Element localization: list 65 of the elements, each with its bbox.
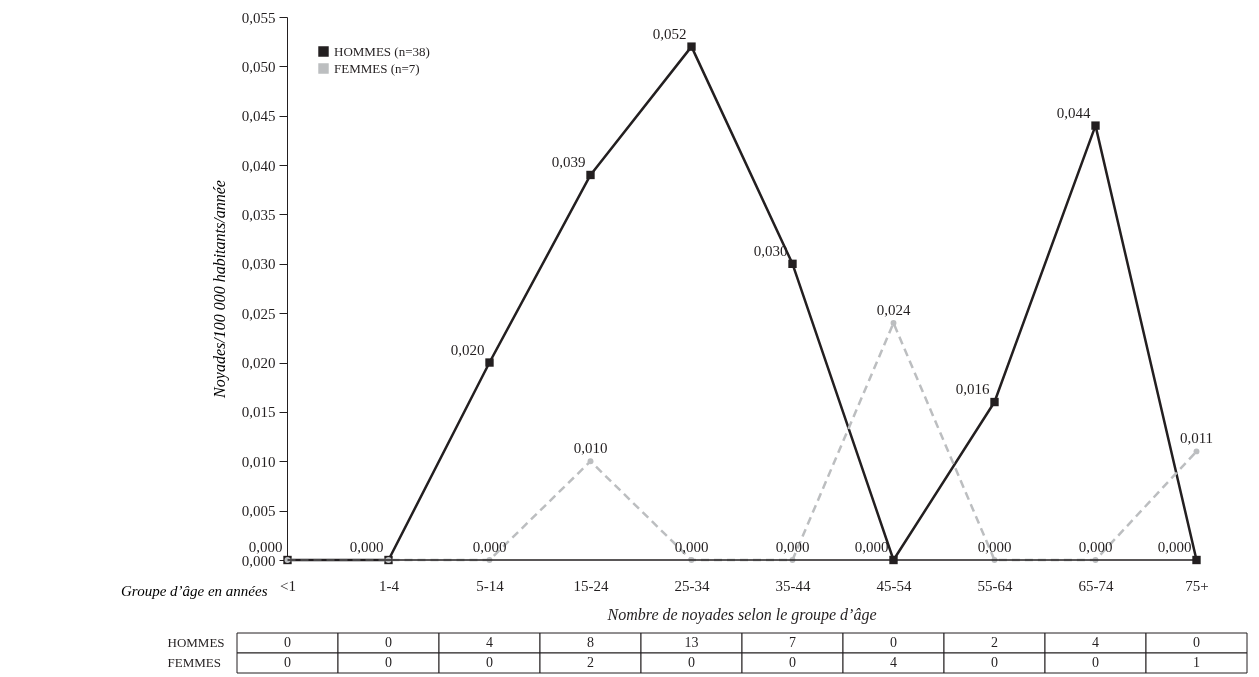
x-tick-label: 15-24 <box>573 577 609 594</box>
legend-label: FEMMES (n=7) <box>334 60 420 76</box>
y-tick-label: 0,005 <box>241 503 276 520</box>
y-tick-label: 0,050 <box>241 58 276 75</box>
data-label: 0,000 <box>472 539 507 555</box>
data-label: 0,000 <box>349 539 384 555</box>
chart-title: Nombre de noyades selon le groupe d’âge <box>606 605 877 624</box>
x-tick-label: 5-14 <box>476 577 505 594</box>
legend-label: HOMMES (n=38) <box>334 43 430 59</box>
x-tick-label: 75+ <box>1185 577 1209 594</box>
data-label: 4 <box>1092 635 1099 650</box>
data-label: 0 <box>890 635 897 650</box>
data-label: 0,010 <box>573 440 608 457</box>
data-label: 0,000 <box>1078 539 1113 555</box>
y-tick-label: 0,010 <box>241 453 276 470</box>
data-label: 0 <box>991 655 998 670</box>
data-label: 13 <box>684 635 699 650</box>
data-label: 8 <box>587 635 594 650</box>
data-label: 0 <box>284 655 291 670</box>
data-label: 4 <box>890 655 897 670</box>
data-label: 1 <box>1193 655 1200 670</box>
data-label: 0 <box>1193 635 1200 650</box>
y-tick-label: 0,025 <box>241 305 276 322</box>
y-tick-label: 0,035 <box>241 206 276 223</box>
data-label: 0,039 <box>551 153 586 170</box>
data-label: 2 <box>587 655 594 670</box>
data-label: 0,000 <box>674 539 709 555</box>
data-label: 4 <box>486 635 493 650</box>
data-label: 0,020 <box>450 341 485 358</box>
x-tick-label: 1-4 <box>379 577 400 594</box>
x-axis-title: Groupe d’âge en années <box>121 582 268 599</box>
data-label: 0,024 <box>876 302 911 319</box>
y-tick-label: FEMMES <box>167 655 221 670</box>
data-label: 0,044 <box>1056 104 1091 121</box>
y-tick-label: 0,030 <box>241 256 276 273</box>
x-tick-label: 35-44 <box>775 577 811 594</box>
x-tick-label: 45-54 <box>876 577 912 594</box>
x-tick-label: 55-64 <box>977 577 1013 594</box>
data-label: 0,052 <box>652 25 687 42</box>
y-tick-label: HOMMES <box>167 635 225 650</box>
y-tick-label: 0,055 <box>241 9 276 26</box>
data-label: 0,011 <box>1179 430 1214 447</box>
y-tick-label: 0,020 <box>241 355 276 372</box>
y-tick-label: 0,000 <box>241 552 276 569</box>
data-label: 0 <box>385 635 392 650</box>
data-label: 7 <box>789 635 796 650</box>
x-tick-label: <1 <box>280 577 296 594</box>
data-label: 0,000 <box>1157 539 1192 555</box>
data-label: 0,000 <box>775 539 810 555</box>
data-label: 0 <box>789 655 796 670</box>
y-tick-label: 0,045 <box>241 108 276 125</box>
y-tick-label: 0,040 <box>241 157 276 174</box>
x-tick-label: 25-34 <box>674 577 710 594</box>
data-label: 0,000 <box>977 539 1012 555</box>
y-tick-label: 0,015 <box>241 404 276 421</box>
data-label: 0 <box>385 655 392 670</box>
x-tick-label: 65-74 <box>1078 577 1114 594</box>
data-label: 0 <box>486 655 493 670</box>
data-label: 2 <box>991 635 998 650</box>
data-label: 0 <box>688 655 695 670</box>
y-axis-title: Noyades/100 000 habitants/année <box>210 180 229 399</box>
data-label: 0,000 <box>854 539 889 555</box>
data-label: 0 <box>1092 655 1099 670</box>
data-label: 0 <box>284 635 291 650</box>
data-label: 0,016 <box>955 381 990 398</box>
